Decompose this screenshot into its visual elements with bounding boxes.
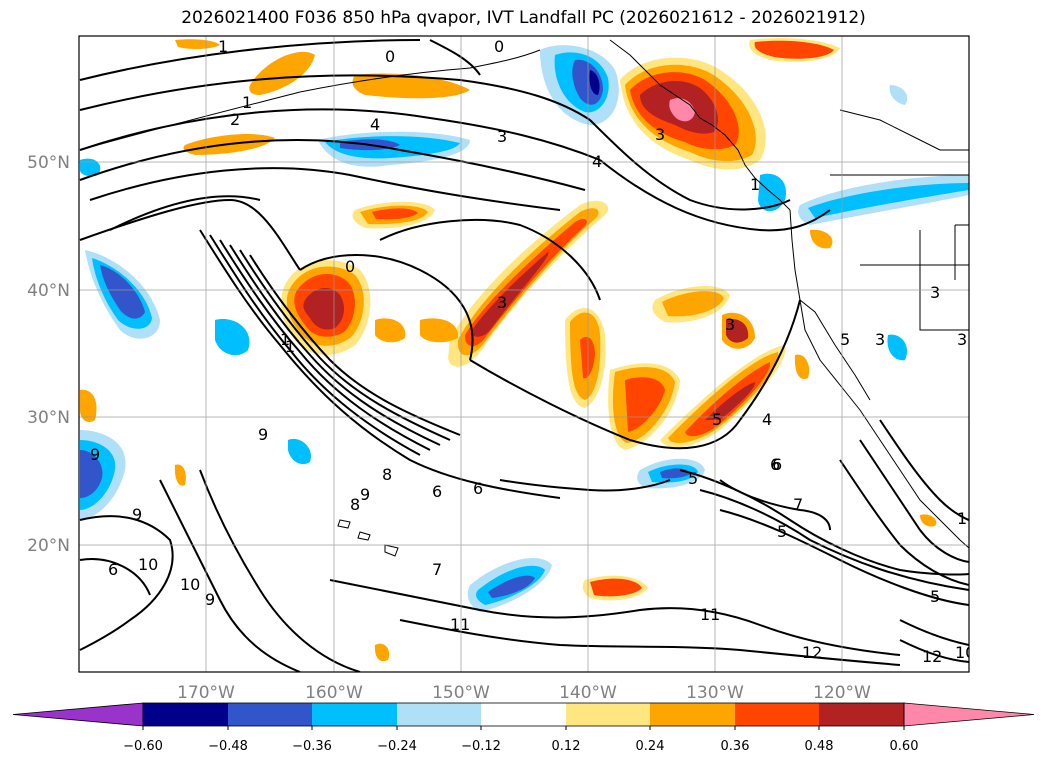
contour-label: 7: [793, 495, 803, 514]
colorbar-tick-label: −0.48: [208, 739, 248, 754]
contour-label: 9: [360, 485, 370, 504]
contour-label: 6: [473, 479, 483, 498]
colorbar-tick-label: −0.12: [461, 739, 501, 754]
colorbar-tick-label: 0.24: [636, 739, 665, 754]
contour-lines: [79, 39, 969, 672]
contour-label: 1: [218, 37, 228, 56]
colorbar-bin: [397, 703, 481, 726]
lat-label: 40°N: [27, 281, 70, 301]
contour-label: 1: [242, 93, 252, 112]
colorbar-bin: [735, 703, 819, 726]
contour-label: 3: [930, 283, 940, 302]
contour-label: 7: [432, 560, 442, 579]
colorbar-bin: [312, 703, 397, 726]
contour-label: 4: [592, 152, 602, 171]
contour-label: 1: [750, 175, 760, 194]
contour-label: 0: [385, 47, 395, 66]
contour-label: 9: [205, 590, 215, 609]
lon-label: 120°W: [813, 683, 871, 703]
longitude-labels: 170°W 160°W 150°W 140°W 130°W 120°W: [177, 683, 871, 703]
contour-label: 3: [655, 125, 665, 144]
contour-label: 0: [345, 257, 355, 276]
contour-label: 6: [770, 455, 780, 474]
colorbar-tick-label: 0.12: [552, 739, 581, 754]
lat-label: 30°N: [27, 408, 70, 428]
contour-label: 12: [802, 643, 822, 662]
shaded-fields: [80, 38, 969, 662]
contour-label: 8: [350, 495, 360, 514]
contour-label: 6: [772, 455, 782, 474]
colorbar-bin: [650, 703, 735, 726]
colorbar-bin: [566, 703, 650, 726]
contour-label: 10: [955, 643, 975, 662]
contour-label: 5: [712, 410, 722, 429]
contour-label: 9: [258, 425, 268, 444]
contour-label: 9: [132, 505, 142, 524]
contour-label: 3: [497, 293, 507, 312]
latitude-labels: 50°N 40°N 30°N 20°N: [27, 153, 70, 556]
contour-label: 4: [370, 115, 380, 134]
contour-label: 6: [432, 482, 442, 501]
lon-label: 130°W: [686, 683, 744, 703]
contour-label: 12: [922, 647, 942, 666]
lon-label: 160°W: [305, 683, 363, 703]
contour-label: 11: [700, 605, 720, 624]
colorbar-tick-label: −0.36: [292, 739, 332, 754]
contour-label: 10: [180, 575, 200, 594]
contour-label: 5: [930, 587, 940, 606]
contour-label: 4: [762, 410, 772, 429]
colorbar-tick-label: −0.60: [123, 739, 163, 754]
contour-label: 6: [108, 560, 118, 579]
colorbar-tick-labels: −0.60 −0.48 −0.36 −0.24 −0.12 0.12 0.24 …: [123, 739, 918, 754]
contour-label: 2: [230, 110, 240, 129]
plot-frame: [78, 35, 970, 673]
colorbar-bin: [143, 703, 228, 726]
colorbar-tick-label: 0.48: [805, 739, 834, 754]
lon-label: 140°W: [559, 683, 617, 703]
contour-label: 5: [777, 522, 787, 541]
colorbar-bin: [819, 703, 904, 726]
contour-label: 9: [90, 445, 100, 464]
contour-label: 3: [497, 127, 507, 146]
colorbar-tick-label: −0.24: [377, 739, 417, 754]
contour-label: 1: [957, 509, 967, 528]
contour-label: 0: [494, 37, 504, 56]
contour-label: 1: [280, 330, 290, 349]
colorbar-extension-high: [903, 702, 1035, 727]
contour-label: 3: [725, 315, 735, 334]
contour-label: 5: [840, 330, 850, 349]
colorbar-extension-low: [12, 702, 144, 727]
contour-label: 8: [382, 465, 392, 484]
contour-label: 5: [688, 469, 698, 488]
contour-label: 3: [957, 330, 967, 349]
lat-label: 20°N: [27, 536, 70, 556]
contour-label: 3: [875, 330, 885, 349]
gridlines: [79, 36, 969, 672]
lon-label: 150°W: [432, 683, 490, 703]
colorbar-bin: [481, 703, 566, 726]
colorbar: [12, 702, 1035, 730]
contour-label: 10: [138, 555, 158, 574]
lon-label: 170°W: [177, 683, 235, 703]
colorbar-bin: [228, 703, 312, 726]
colorbar-frame: [142, 702, 905, 727]
colorbar-tick-label: 0.60: [890, 739, 919, 754]
colorbar-tick-label: 0.36: [721, 739, 750, 754]
lat-label: 50°N: [27, 153, 70, 173]
contour-label: 1: [285, 337, 295, 356]
contour-label: 11: [450, 615, 470, 634]
map-title: 2026021400 F036 850 hPa qvapor, IVT Land…: [181, 8, 866, 28]
